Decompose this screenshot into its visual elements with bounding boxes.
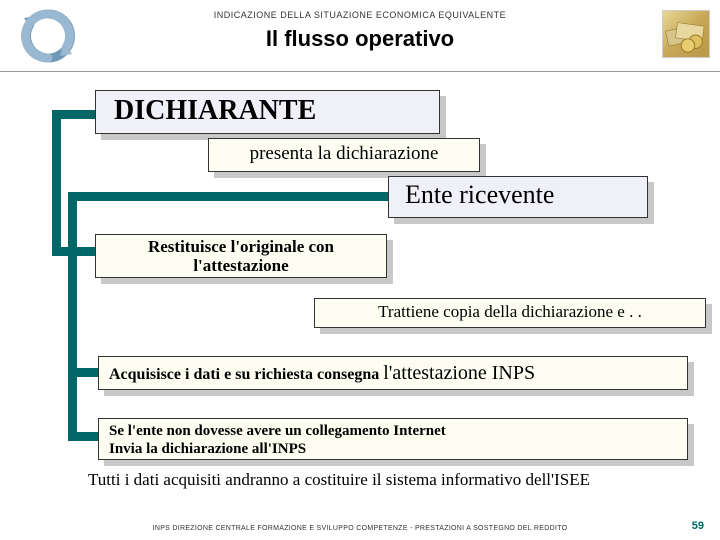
box-text: Trattiene copia della dichiarazione e . …: [315, 299, 705, 325]
header-subtitle: INDICAZIONE DELLA SITUAZIONE ECONOMICA E…: [0, 0, 720, 20]
box-text: Acquisisce i dati e su richiesta consegn…: [99, 357, 687, 390]
box-text: Ente ricevente: [389, 177, 647, 213]
connector: [68, 432, 98, 441]
refresh-icon: [18, 6, 78, 66]
bottom-text: Tutti i dati acquisiti andranno a costit…: [88, 470, 590, 490]
line1: Se l'ente non dovesse avere un collegame…: [109, 422, 677, 440]
page-number: 59: [692, 520, 704, 532]
connector: [68, 368, 98, 377]
line2: Invia la dichiarazione all'INPS: [109, 440, 677, 458]
connector: [68, 192, 77, 440]
box-text: Restituisce l'originale con l'attestazio…: [96, 235, 386, 278]
text-pre: Acquisisce i dati e su richiesta consegn…: [109, 366, 383, 383]
connector: [52, 110, 61, 256]
box-acquisisce: Acquisisce i dati e su richiesta consegn…: [98, 356, 688, 390]
footer-text: INPS DIREZIONE CENTRALE FORMAZIONE E SVI…: [0, 525, 720, 532]
box-text: DICHIARANTE: [96, 91, 439, 131]
flow-diagram: DICHIARANTE presenta la dichiarazione En…: [0, 72, 720, 540]
text-em: l'attestazione INPS: [383, 362, 535, 384]
box-ente: Ente ricevente: [388, 176, 648, 218]
money-icon: [662, 10, 710, 58]
box-dichiarante: DICHIARANTE: [95, 90, 440, 134]
box-restituisce: Restituisce l'originale con l'attestazio…: [95, 234, 387, 278]
box-text: presenta la dichiarazione: [209, 139, 479, 169]
box-text: Se l'ente non dovesse avere un collegame…: [99, 419, 687, 461]
header: INDICAZIONE DELLA SITUAZIONE ECONOMICA E…: [0, 0, 720, 72]
connector: [68, 192, 388, 201]
box-trattiene: Trattiene copia della dichiarazione e . …: [314, 298, 706, 328]
page-title: Il flusso operativo: [0, 26, 720, 52]
box-presenta: presenta la dichiarazione: [208, 138, 480, 172]
box-se-ente: Se l'ente non dovesse avere un collegame…: [98, 418, 688, 460]
